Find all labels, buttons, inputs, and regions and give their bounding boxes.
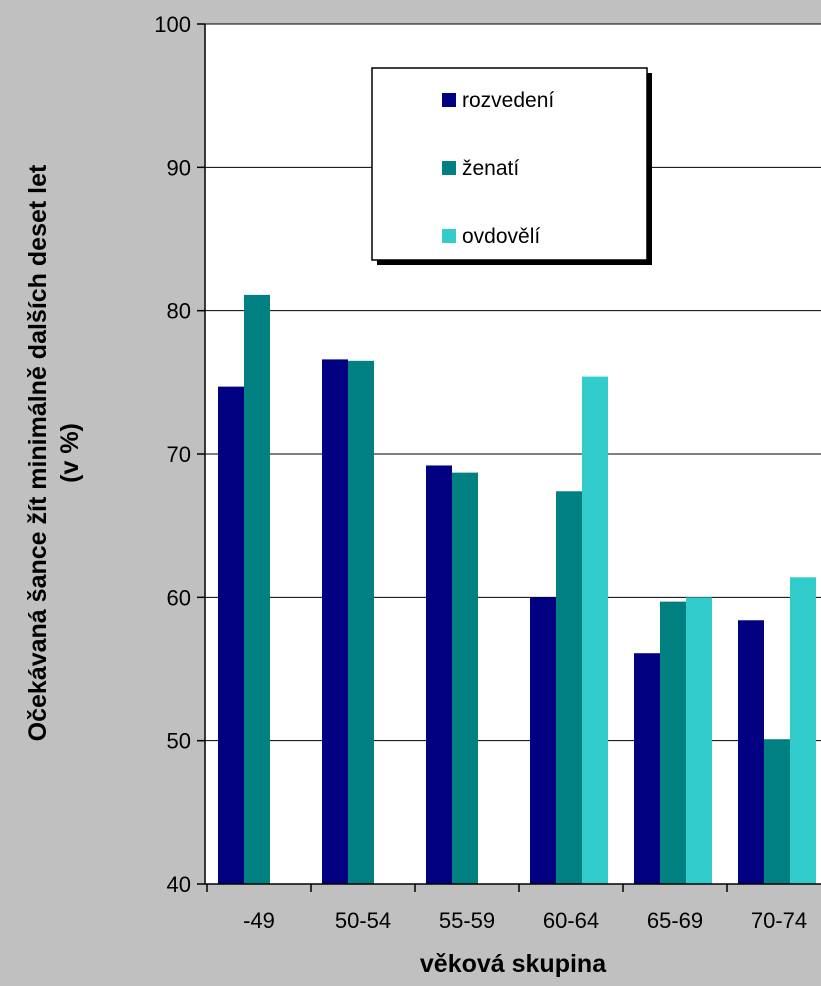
legend-swatch-ženatí (442, 161, 456, 175)
legend-label-rozvedení: rozvedení (462, 89, 554, 112)
bar-rozvedení-60-64 (530, 597, 556, 884)
gridlines (205, 23, 821, 742)
bar-rozvedení--49 (218, 386, 244, 884)
x-tick-label: 60-64 (543, 908, 599, 933)
y-tick-label: 40 (167, 872, 191, 897)
x-tick-label: 50-54 (335, 908, 391, 933)
bar-ovdovělí-70-74 (790, 577, 816, 884)
x-axis-title: věková skupina (420, 950, 607, 978)
bar-rozvedení-55-59 (426, 465, 452, 884)
x-tick-label: 65-69 (647, 908, 703, 933)
x-ticks: -49 50-54 55-59 60-64 65-69 70-74 (206, 884, 807, 933)
y-tick-label: 60 (167, 585, 191, 610)
legend-label-ovdovělí: ovdovělí (462, 225, 540, 248)
legend-label-ženatí: ženatí (462, 157, 519, 180)
y-tick-label: 70 (167, 442, 191, 467)
legend-swatch-ovdovělí (442, 229, 456, 243)
bar-ženatí-60-64 (556, 491, 582, 884)
y-tick-label: 90 (167, 155, 191, 180)
bar-ženatí--49 (244, 294, 270, 884)
y-axis-title-line2: (v %) (56, 423, 84, 483)
legend-swatch-rozvedení (442, 93, 456, 107)
bar-ovdovělí-65-69 (686, 597, 712, 884)
y-tick-label: 50 (167, 729, 191, 754)
bar-ženatí-70-74 (764, 739, 790, 884)
bar-ženatí-50-54 (348, 360, 374, 884)
bar-rozvedení-50-54 (322, 359, 348, 884)
bars (218, 294, 816, 884)
bar-ženatí-65-69 (660, 601, 686, 884)
y-tick-label: 100 (154, 12, 191, 37)
y-ticks: 40 50 60 70 80 90 100 (154, 12, 205, 897)
x-tick-label: -49 (243, 908, 275, 933)
x-tick-label: 55-59 (439, 908, 495, 933)
bar-rozvedení-70-74 (738, 620, 764, 884)
bar-ženatí-55-59 (452, 472, 478, 884)
legend-box (371, 67, 648, 261)
legend: rozvedení ženatí ovdovělí (371, 67, 652, 265)
y-axis-title-line1: Očekávaná šance žít minimálně dalších de… (24, 164, 52, 741)
y-tick-label: 80 (167, 299, 191, 324)
x-tick-label: 70-74 (751, 908, 807, 933)
bar-ovdovělí-60-64 (582, 376, 608, 884)
bar-rozvedení-65-69 (634, 653, 660, 884)
